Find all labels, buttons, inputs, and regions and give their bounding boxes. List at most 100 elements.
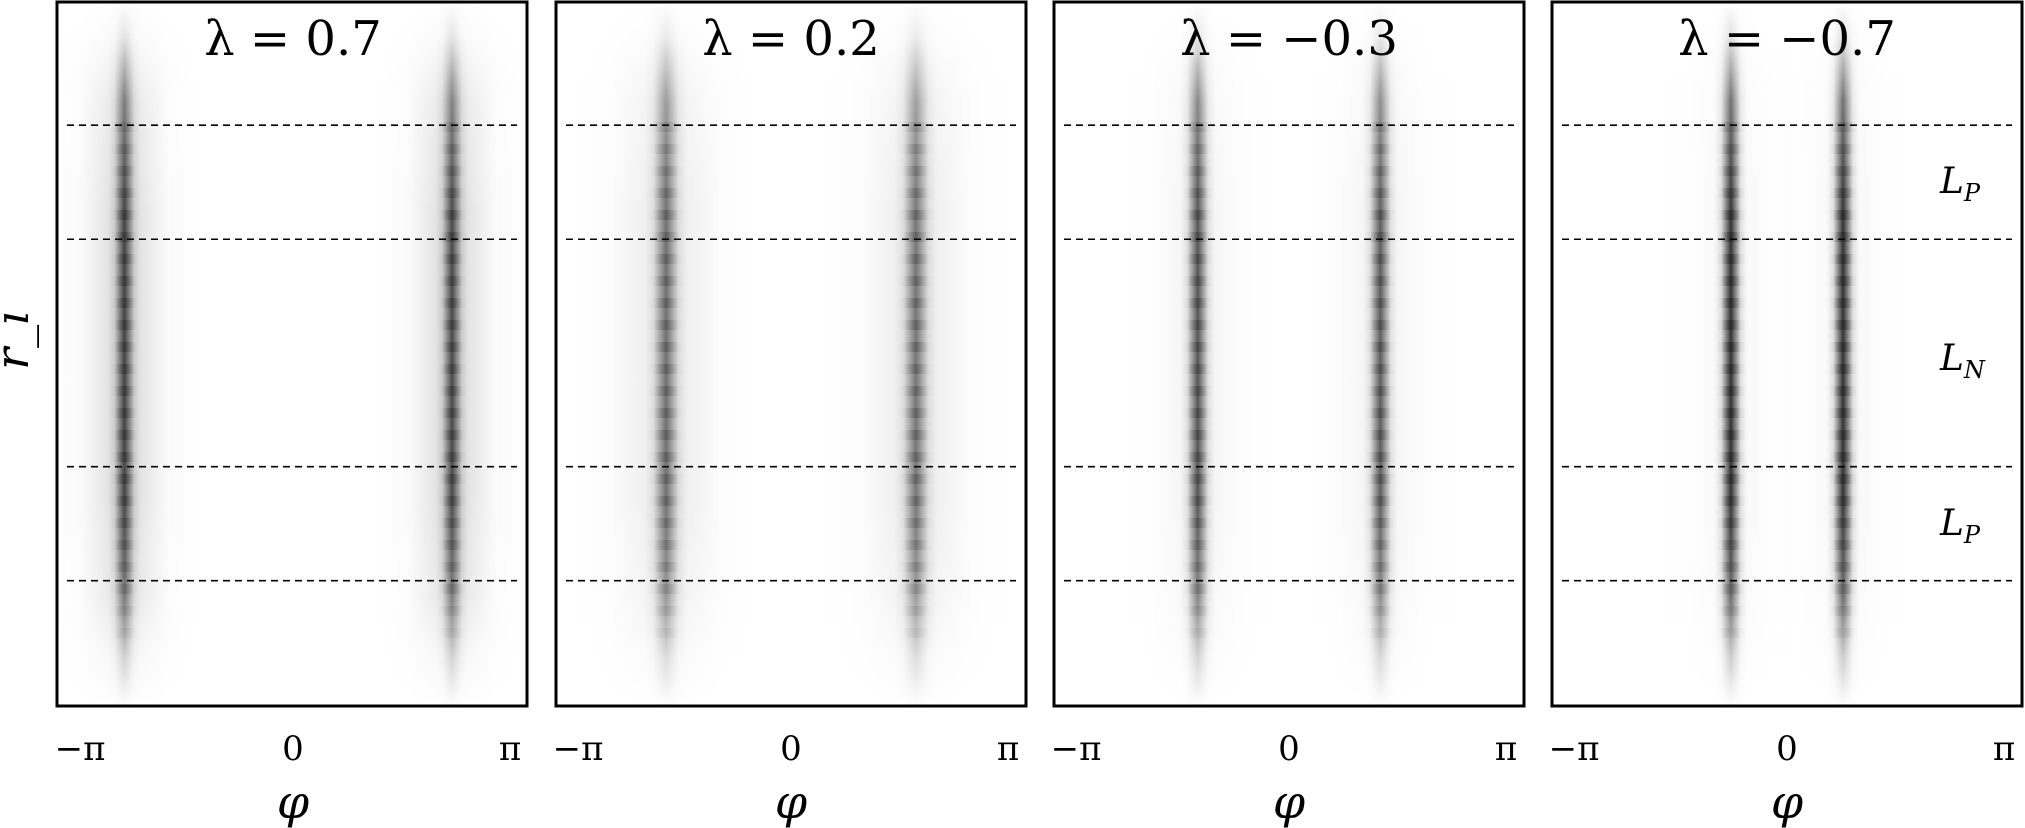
ripple-stripe xyxy=(896,430,935,440)
ripple-stripe xyxy=(896,342,935,352)
ripple-stripe xyxy=(896,364,935,374)
ripple-stripe xyxy=(1181,430,1214,440)
band-2 xyxy=(1362,2,1398,706)
ripple-stripe xyxy=(647,364,686,374)
ripple-stripe xyxy=(896,232,935,242)
ripple-stripe xyxy=(437,518,467,528)
panel-frame xyxy=(55,0,529,708)
panel-2-xtick-zero: 0 xyxy=(780,729,802,769)
ripple-stripe xyxy=(109,430,140,440)
panel-3-xlabel: φ xyxy=(1273,775,1306,828)
ripple-stripe xyxy=(1364,254,1397,264)
panel-frame xyxy=(554,0,1028,708)
ripple-stripe xyxy=(1181,408,1214,418)
panel-3-bands xyxy=(1120,2,1458,706)
ripple-stripe xyxy=(647,276,686,286)
ripple-stripe xyxy=(647,188,686,198)
ripple-stripe xyxy=(109,232,140,242)
panel-2-xtick-max: π xyxy=(997,729,1019,769)
ripple-stripe xyxy=(437,606,467,616)
ripple-stripe xyxy=(1716,298,1746,308)
ripple-stripe xyxy=(1716,210,1746,220)
ripple-stripe xyxy=(647,408,686,418)
ripple-stripe xyxy=(896,606,935,616)
panel-1-title: λ = 0.7 xyxy=(204,11,382,67)
ripple-stripe xyxy=(1181,452,1214,462)
ripple-stripe xyxy=(1364,320,1397,330)
ripple-stripe xyxy=(1364,474,1397,484)
ripple-stripe xyxy=(437,276,467,286)
ripple-stripe xyxy=(896,452,935,462)
ripple-stripe xyxy=(437,210,467,220)
ripple-stripe xyxy=(1716,628,1746,638)
ripple-stripe xyxy=(437,474,467,484)
ripple-stripe xyxy=(1828,562,1858,572)
panel-4: λ = −0.7 −π 0 π φ LP LN LP xyxy=(1549,0,2024,828)
ripple-stripe xyxy=(647,606,686,616)
band-ripple xyxy=(1181,122,1214,638)
ripple-stripe xyxy=(896,144,935,154)
band-2 xyxy=(894,2,938,706)
ripple-stripe xyxy=(896,166,935,176)
ripple-stripe xyxy=(1364,540,1397,550)
band-1 xyxy=(1714,2,1748,706)
panel-2-xtick-min: −π xyxy=(553,729,604,769)
ripple-stripe xyxy=(1828,364,1858,374)
panel-2-xlabel: φ xyxy=(775,775,808,828)
ripple-stripe xyxy=(1181,210,1214,220)
ripple-stripe xyxy=(1828,254,1858,264)
ripple-stripe xyxy=(1716,474,1746,484)
ripple-stripe xyxy=(109,210,140,220)
ripple-stripe xyxy=(1181,562,1214,572)
ripple-stripe xyxy=(1828,584,1858,594)
ripple-stripe xyxy=(896,320,935,330)
ripple-stripe xyxy=(1181,386,1214,396)
ripple-stripe xyxy=(109,298,140,308)
band-1 xyxy=(644,2,688,706)
ripple-stripe xyxy=(109,496,140,506)
ripple-stripe xyxy=(109,452,140,462)
ripple-stripe xyxy=(1716,254,1746,264)
ripple-stripe xyxy=(437,496,467,506)
panel-3: λ = −0.3 −π 0 π φ xyxy=(1051,0,1526,828)
ripple-stripe xyxy=(647,430,686,440)
ripple-stripe xyxy=(1828,232,1858,242)
ripple-stripe xyxy=(437,144,467,154)
panel-2: λ = 0.2 −π 0 π φ xyxy=(553,0,1028,828)
ripple-stripe xyxy=(1364,628,1397,638)
panel-1-plot xyxy=(55,0,529,708)
ripple-stripe xyxy=(1828,342,1858,352)
ripple-stripe xyxy=(1716,540,1746,550)
ripple-stripe xyxy=(896,562,935,572)
ripple-stripe xyxy=(437,320,467,330)
panel-1-xtick-max: π xyxy=(499,729,521,769)
ripple-stripe xyxy=(1716,144,1746,154)
ripple-stripe xyxy=(647,518,686,528)
ripple-stripe xyxy=(437,364,467,374)
ripple-stripe xyxy=(437,430,467,440)
ripple-stripe xyxy=(109,540,140,550)
ripple-stripe xyxy=(1716,364,1746,374)
region-label-ln: LN xyxy=(1939,338,1986,384)
ripple-stripe xyxy=(1716,584,1746,594)
ripple-stripe xyxy=(647,210,686,220)
ripple-stripe xyxy=(647,122,686,132)
band-ripple xyxy=(1828,122,1858,638)
ripple-stripe xyxy=(1828,298,1858,308)
ripple-stripe xyxy=(647,474,686,484)
panel-4-xtick-max: π xyxy=(1993,729,2015,769)
panel-3-xtick-max: π xyxy=(1495,729,1517,769)
ripple-stripe xyxy=(1364,342,1397,352)
ripple-stripe xyxy=(1181,364,1214,374)
ripple-stripe xyxy=(1716,276,1746,286)
ripple-stripe xyxy=(896,122,935,132)
ripple-stripe xyxy=(1828,474,1858,484)
ripple-stripe xyxy=(437,122,467,132)
panel-3-plot xyxy=(1052,0,1526,708)
ripple-stripe xyxy=(647,540,686,550)
band-ripple xyxy=(437,122,467,638)
ripple-stripe xyxy=(109,628,140,638)
ripple-stripe xyxy=(1364,166,1397,176)
ripple-stripe xyxy=(109,606,140,616)
ripple-stripe xyxy=(437,628,467,638)
